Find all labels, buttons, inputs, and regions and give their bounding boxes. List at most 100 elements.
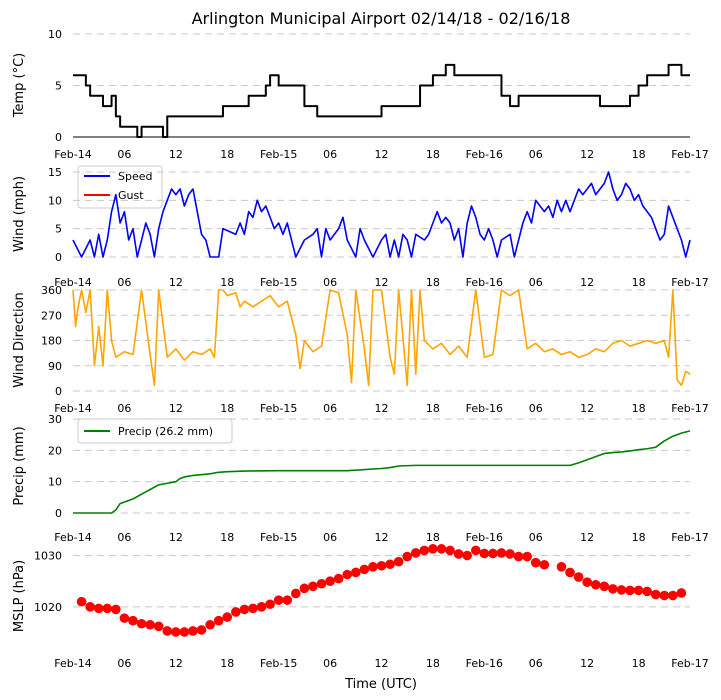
temp-xtick-label: 12 (375, 148, 389, 161)
mslp-point (488, 548, 498, 559)
mslp-point (590, 579, 601, 590)
mslp-point (556, 562, 567, 572)
mslp-point (470, 545, 481, 556)
dir-xtick-label: Feb-15 (260, 402, 297, 415)
wind-ytick-label: 10 (48, 194, 62, 207)
temp-xtick-label: 18 (220, 148, 234, 161)
mslp-ytick-label: 1030 (34, 550, 62, 563)
mslp-point (76, 596, 87, 607)
dir-ylabel: Wind Direction (12, 292, 27, 388)
precip-xtick-label: 06 (529, 531, 543, 544)
mslp-point (385, 559, 395, 570)
mslp-point (625, 585, 635, 596)
mslp-xtick-label: 12 (580, 657, 594, 670)
mslp-point (428, 544, 438, 554)
mslp-point (205, 619, 215, 630)
mslp-point (599, 581, 610, 592)
mslp-point (668, 590, 678, 601)
dir-xtick-label: 12 (375, 402, 389, 415)
mslp-xtick-label: 12 (375, 657, 389, 670)
dir-xtick-label: Feb-16 (466, 402, 503, 415)
chart-title: Arlington Municipal Airport 02/14/18 - 0… (192, 9, 571, 28)
mslp-point (179, 627, 190, 637)
mslp-point (213, 615, 224, 626)
mslp-panel: MSLP (hPa) 1020 1030 Feb-14 06 12 18 Feb-15 06 1… (12, 544, 709, 670)
mslp-point (325, 576, 335, 586)
precip-xtick-label: 06 (323, 531, 337, 544)
temp-xtick-label: Feb-15 (260, 148, 297, 161)
mslp-xtick-label: 06 (529, 657, 543, 670)
mslp-point (453, 549, 464, 559)
mslp-point (145, 619, 155, 630)
mslp-xtick-label: Feb-15 (260, 657, 297, 670)
mslp-point (196, 625, 207, 635)
mslp-point (162, 626, 173, 636)
mslp-point (231, 607, 241, 617)
temp-ytick-label: 10 (48, 28, 62, 41)
mslp-point (342, 569, 353, 580)
wind-xtick-label: Feb-17 (671, 276, 708, 289)
dir-ytick-label: 270 (41, 309, 62, 322)
dir-xtick-label: 06 (117, 402, 131, 415)
mslp-point (530, 557, 541, 568)
mslp-point (522, 551, 532, 562)
mslp-xtick-label: 18 (632, 657, 646, 670)
wind-series-line (72, 171, 691, 258)
mslp-xtick-label: 06 (323, 657, 337, 670)
dir-series-line (72, 289, 691, 387)
wind-xtick-label: 12 (375, 276, 389, 289)
mslp-point (171, 627, 181, 637)
precip-series-line (73, 430, 691, 514)
precip-xtick-label: 12 (580, 531, 594, 544)
precip-panel: Precip (mm) Precip (26.2 mm) 0 10 20 30 Feb-… (12, 413, 709, 544)
mslp-point (111, 604, 121, 615)
dir-xtick-label: 06 (323, 402, 337, 415)
temp-xtick-label: 06 (117, 148, 131, 161)
precip-xtick-label: 18 (426, 531, 440, 544)
wind-xtick-label: 12 (169, 276, 183, 289)
mslp-point (513, 551, 524, 562)
precip-xtick-label: 12 (375, 531, 389, 544)
wind-direction-panel: Wind Direction 0 90 180 270 360 Feb-14 06 12 18 F… (12, 284, 709, 415)
mslp-point (633, 585, 644, 596)
precip-xtick-label: 06 (117, 531, 131, 544)
temp-xtick-label: 06 (323, 148, 337, 161)
x-axis-label: Time (UTC) (344, 677, 417, 692)
dir-xtick-label: 18 (426, 402, 440, 415)
mslp-point (496, 548, 507, 558)
mslp-point (505, 549, 515, 559)
precip-legend: Precip (26.2 mm) (77, 418, 233, 444)
mslp-point (676, 588, 687, 598)
mslp-point (273, 595, 284, 605)
wind-xtick-label: 18 (220, 276, 234, 289)
dir-ytick-label: 360 (41, 284, 62, 297)
mslp-point (128, 615, 138, 626)
mslp-point (102, 603, 113, 614)
wind-ytick-label: 0 (55, 251, 62, 264)
wind-xtick-label: 06 (529, 276, 543, 289)
temp-ytick-label: 0 (55, 131, 62, 144)
precip-xtick-label: 18 (632, 531, 646, 544)
wind-xtick-label: 18 (632, 276, 646, 289)
mslp-point (419, 545, 430, 556)
precip-xtick-label: Feb-17 (671, 531, 708, 544)
mslp-point (350, 567, 361, 578)
mslp-point (402, 551, 413, 562)
mslp-point (582, 577, 592, 587)
temp-ylabel: Temp (°C) (12, 53, 27, 119)
mslp-point (248, 603, 258, 614)
mslp-ylabel: MSLP (hPa) (12, 560, 27, 632)
mslp-point (608, 584, 618, 594)
wind-xtick-label: Feb-15 (260, 276, 297, 289)
precip-xtick-label: 18 (220, 531, 234, 544)
wind-legend: Speed Gust (77, 165, 163, 209)
temp-xtick-label: Feb-14 (54, 148, 91, 161)
mslp-point (299, 583, 310, 594)
wind-ytick-label: 15 (48, 166, 62, 179)
mslp-point (291, 588, 301, 599)
mslp-point (393, 556, 404, 567)
mslp-point (445, 545, 455, 556)
precip-xtick-label: 12 (169, 531, 183, 544)
wind-xtick-label: 06 (117, 276, 131, 289)
